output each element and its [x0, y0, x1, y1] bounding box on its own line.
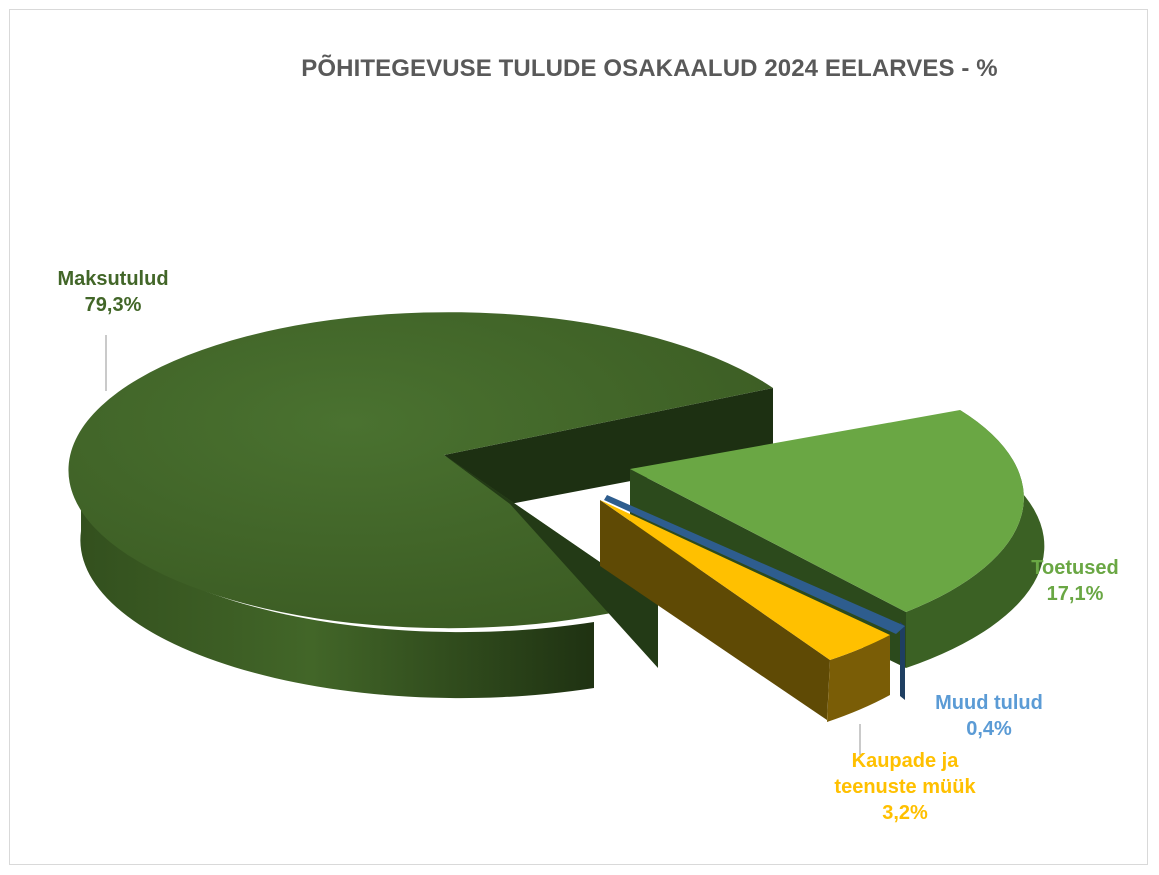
chart-title: PÕHITEGEVUSE TULUDE OSAKAALUD 2024 EELAR… — [301, 55, 998, 82]
slice-toetused — [630, 410, 1024, 612]
pie-chart — [68, 312, 1045, 755]
label-maksutulud-value: 79,3% — [84, 294, 142, 316]
label-kaupade: Kaupade ja teenuste müük 3,2% — [805, 748, 1005, 826]
slice-maksutulud — [68, 312, 774, 629]
label-toetused: Toetused 17,1% — [1010, 555, 1140, 607]
label-maksutulud: Maksutulud 79,3% — [48, 266, 178, 318]
slice-muud-tulud — [604, 495, 905, 634]
slice-kaupade — [600, 500, 890, 660]
label-kaupade-value: 3,2% — [882, 802, 928, 824]
chart-frame: PÕHITEGEVUSE TULUDE OSAKAALUD 2024 EELAR… — [9, 9, 1148, 865]
label-toetused-name: Toetused — [1031, 557, 1119, 579]
slice-muud-tulud-side — [900, 622, 905, 700]
label-toetused-value: 17,1% — [1046, 583, 1104, 605]
label-kaupade-name: Kaupade ja teenuste müük — [834, 750, 976, 798]
slice-kaupade-side — [827, 635, 890, 722]
label-muud-tulud: Muud tulud 0,4% — [914, 690, 1064, 742]
label-muud-tulud-name: Muud tulud — [935, 692, 1043, 714]
slice-maksutulud-cut — [444, 388, 773, 504]
label-maksutulud-name: Maksutulud — [57, 268, 169, 290]
label-muud-tulud-value: 0,4% — [966, 718, 1012, 740]
slice-kaupade-cut — [600, 500, 830, 720]
slice-maksutulud-side — [80, 465, 595, 699]
